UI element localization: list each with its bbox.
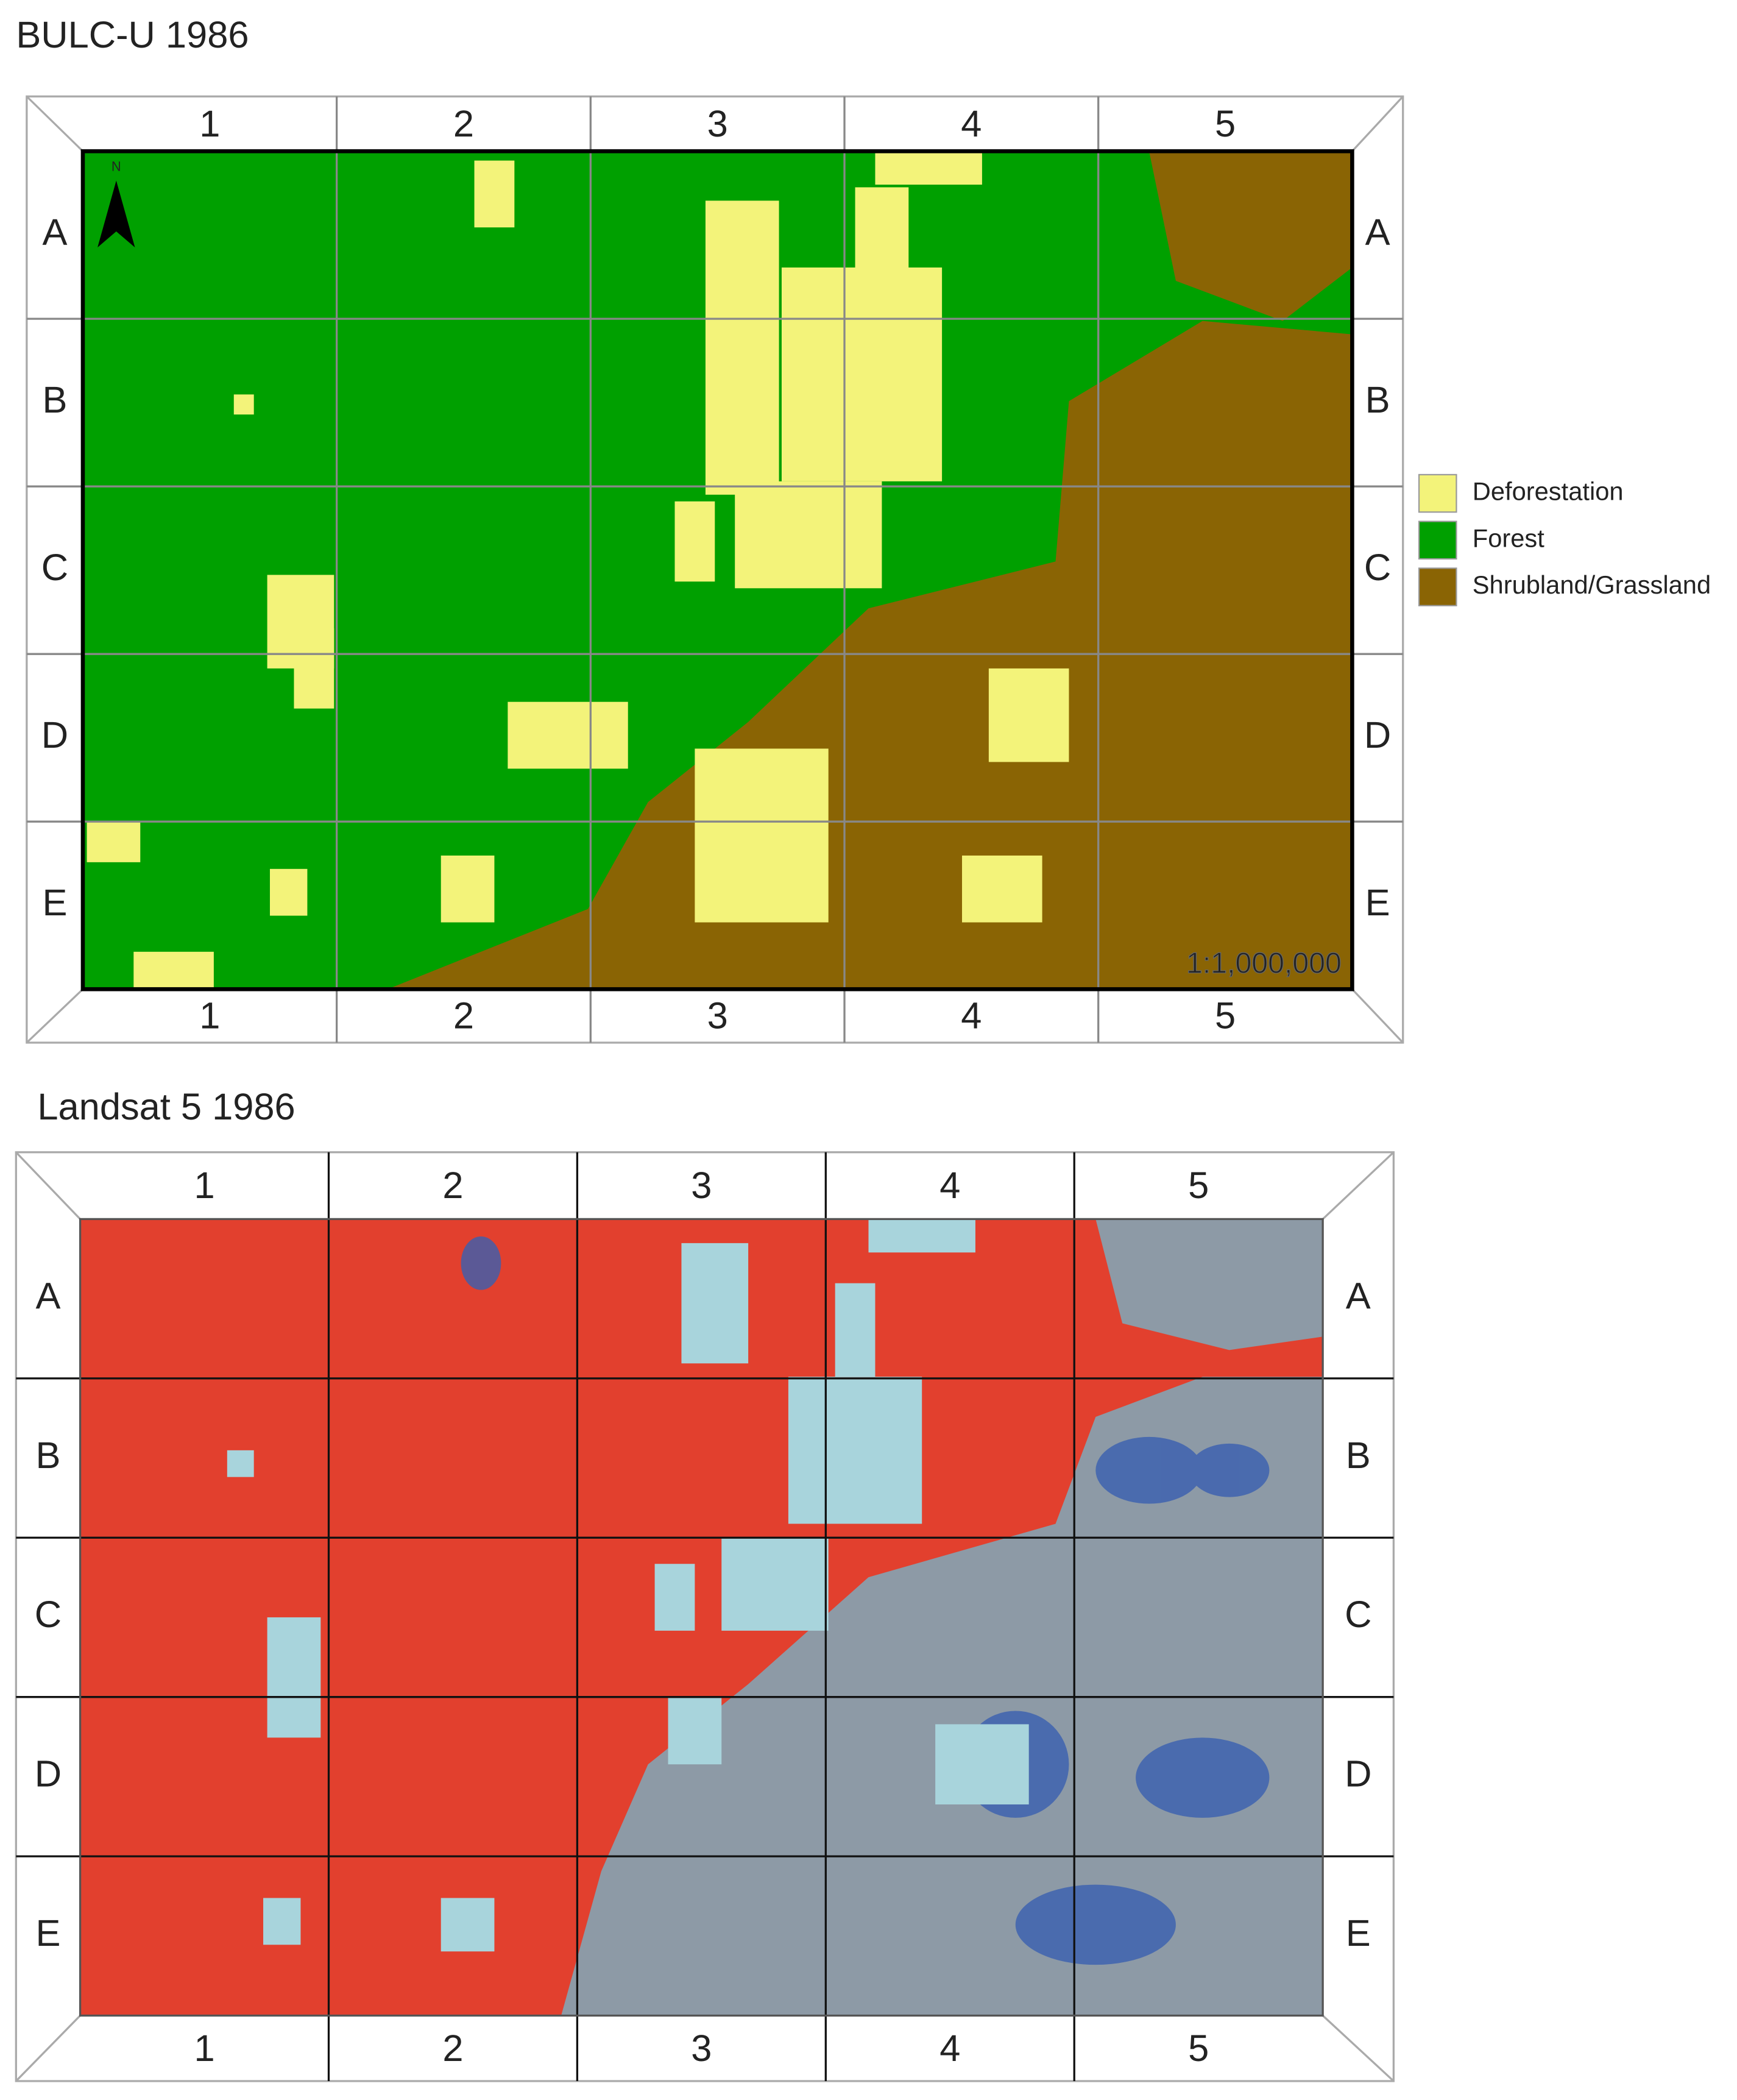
frame-corner (1351, 988, 1404, 1044)
row-label: B (1346, 1435, 1371, 1477)
map-border (80, 149, 1354, 991)
row-label: E (1365, 882, 1390, 924)
legend-swatch (1418, 567, 1457, 606)
column-label: 2 (442, 2027, 463, 2070)
frame (26, 95, 1404, 1044)
column-label: 3 (707, 995, 728, 1037)
column-label: 4 (961, 995, 982, 1037)
frame-corner (15, 1151, 81, 1220)
frame-corner (26, 988, 84, 1044)
column-label: 4 (939, 2027, 960, 2070)
map-title: BULC-U 1986 (16, 14, 249, 56)
column-label: 3 (691, 1165, 712, 1207)
column-label: 5 (1188, 2027, 1209, 2070)
row-label: D (1345, 1753, 1371, 1795)
map-image (82, 151, 1353, 990)
column-label: 1 (199, 103, 220, 145)
row-label: D (41, 714, 68, 756)
column-label: 4 (961, 103, 982, 145)
map-border (79, 1218, 1324, 2017)
legend-label: Deforestation (1473, 477, 1624, 506)
frame-corner (15, 2015, 81, 2082)
row-label: A (35, 1275, 60, 1317)
row-label: C (35, 1594, 62, 1636)
frame-corner (1322, 1151, 1395, 1220)
column-label: 1 (194, 2027, 214, 2070)
row-label: A (1346, 1275, 1371, 1317)
legend-label: Forest (1473, 523, 1544, 552)
frame (15, 1151, 1395, 2082)
map-image (80, 1219, 1323, 2016)
frame-corner (1322, 2015, 1395, 2082)
row-label: C (1345, 1594, 1371, 1636)
column-label: 4 (939, 1165, 960, 1207)
column-label: 1 (194, 1165, 214, 1207)
legend-swatch (1418, 520, 1457, 560)
legend-swatch (1418, 474, 1457, 513)
frame-corner (1351, 96, 1404, 152)
row-label: A (42, 211, 67, 254)
row-label: B (1365, 379, 1390, 421)
column-label: 3 (707, 103, 728, 145)
north-arrow (97, 180, 135, 248)
map-title: Landsat 5 1986 (37, 1086, 295, 1128)
legend-label: Shrubland/Grassland (1473, 570, 1711, 599)
north-label: N (111, 158, 121, 174)
column-label: 5 (1188, 1165, 1209, 1207)
row-label: D (1364, 714, 1391, 756)
row-label: C (1364, 547, 1391, 589)
row-label: E (1346, 1912, 1371, 1954)
row-label: A (1365, 211, 1390, 254)
row-label: D (35, 1753, 62, 1795)
scale-label: 1:1,000,000 (1186, 946, 1342, 979)
row-label: C (41, 547, 68, 589)
column-label: 2 (442, 1165, 463, 1207)
column-label: 2 (453, 103, 474, 145)
row-label: B (42, 379, 67, 421)
column-label: 5 (1215, 103, 1236, 145)
row-label: E (35, 1912, 60, 1954)
column-label: 1 (199, 995, 220, 1037)
column-label: 5 (1215, 995, 1236, 1037)
frame-corner (26, 96, 84, 152)
column-label: 2 (453, 995, 474, 1037)
row-label: E (42, 882, 67, 924)
column-label: 3 (691, 2027, 712, 2070)
row-label: B (35, 1435, 60, 1477)
